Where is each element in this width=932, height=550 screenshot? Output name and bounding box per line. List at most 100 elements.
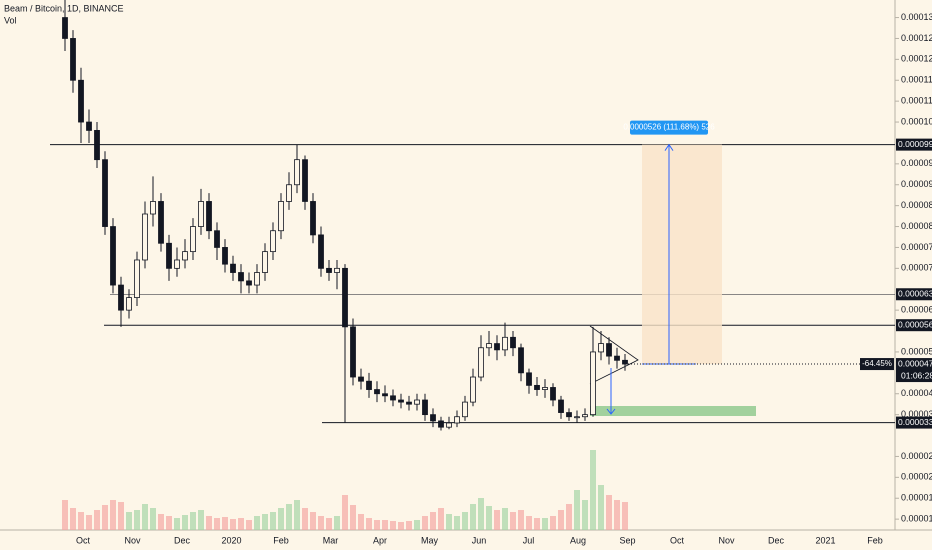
candle-body	[446, 422, 452, 428]
candle-body	[206, 201, 212, 232]
candle-body	[238, 272, 244, 282]
candle-body	[118, 284, 124, 311]
candle-body	[550, 387, 556, 401]
volume-bar	[582, 500, 588, 530]
candle-body	[398, 399, 404, 403]
candle-body	[326, 267, 332, 273]
candle-body	[222, 247, 228, 265]
candle-body	[438, 420, 444, 428]
candle-body	[190, 226, 196, 253]
volume-bar	[94, 510, 100, 530]
candle-body	[358, 376, 364, 382]
candle-body	[606, 343, 612, 357]
measure-label: 0.0000526 (111.68%) 526	[623, 123, 715, 132]
candle-body	[470, 376, 476, 403]
x-tick-label: Oct	[76, 535, 91, 545]
x-tick-label: 2020	[221, 535, 241, 545]
level-label: 0.0000564	[898, 319, 932, 329]
y-tick-label: 0.0001250	[901, 33, 932, 43]
volume-bar	[414, 520, 420, 530]
measure-label-box	[630, 120, 708, 135]
volume-bar	[286, 504, 292, 530]
level-label: 0.0000996	[898, 139, 932, 149]
volume-bar	[334, 516, 340, 530]
level-label-box	[896, 416, 932, 429]
candle-body	[510, 336, 516, 349]
volume-bar	[78, 512, 84, 530]
volume-bar	[526, 516, 532, 530]
candle-body	[102, 159, 108, 227]
candle-body	[502, 336, 508, 351]
candle-body	[270, 230, 276, 253]
candle-body	[142, 213, 148, 261]
x-tick-label: Jul	[523, 535, 535, 545]
y-tick-label: 0.0000850	[901, 200, 932, 210]
candle-body	[126, 297, 132, 311]
x-tick-label: Aug	[570, 535, 586, 545]
volume-bar	[262, 514, 268, 530]
candle-body	[582, 414, 588, 418]
volume-bar	[342, 495, 348, 530]
x-tick-label: Jun	[472, 535, 487, 545]
y-tick-label: 0.0000900	[901, 179, 932, 189]
candle-body	[286, 184, 292, 202]
candle-body	[406, 401, 412, 405]
candle-body	[462, 401, 468, 418]
volume-bar	[446, 514, 452, 530]
y-tick-label: 0.0000200	[901, 472, 932, 482]
candle-body	[454, 416, 460, 424]
x-tick-label: Oct	[670, 535, 685, 545]
candle-body	[86, 121, 92, 131]
x-tick-label: Nov	[124, 535, 141, 545]
volume-bar	[302, 508, 308, 530]
candle-body	[614, 355, 620, 361]
volume-bar	[366, 518, 372, 530]
volume-bar	[134, 510, 140, 530]
candle-body	[214, 230, 220, 248]
candle-body	[494, 343, 500, 351]
y-tick-label: 0.0000100	[901, 514, 932, 524]
candle-body	[598, 343, 604, 353]
volume-bar	[182, 515, 188, 530]
volume-bar	[166, 516, 172, 530]
volume-bar	[494, 510, 500, 530]
volume-bar	[462, 512, 468, 530]
measure-area	[642, 144, 722, 365]
y-tick-label: 0.0000400	[901, 388, 932, 398]
volume-bar	[214, 518, 220, 530]
volume-bar	[470, 504, 476, 530]
candle-body	[302, 159, 308, 202]
volume-bar	[406, 521, 412, 530]
x-tick-label: Sep	[619, 535, 635, 545]
volume-bar	[398, 522, 404, 530]
volume-bar	[502, 508, 508, 530]
volume-bar	[598, 485, 604, 530]
volume-bar	[142, 504, 148, 530]
volume-bar	[222, 517, 228, 530]
candle-body	[350, 326, 356, 378]
candle-body	[566, 412, 572, 418]
volume-bar	[70, 508, 76, 530]
candle-body	[246, 280, 252, 286]
candle-body	[198, 201, 204, 227]
candle-body	[182, 251, 188, 261]
candle-body	[542, 387, 548, 390]
candle-body	[310, 201, 316, 236]
candle-body	[294, 159, 300, 186]
volume-bar	[110, 500, 116, 530]
candle-body	[342, 267, 348, 328]
volume-bar	[294, 500, 300, 530]
volume-bar	[126, 512, 132, 530]
level-label: 0.0000638	[898, 289, 932, 299]
candle-body	[590, 351, 596, 416]
volume-bar	[206, 516, 212, 530]
volume-bar	[550, 516, 556, 530]
y-tick-label: 0.0001300	[901, 12, 932, 22]
volume-bar	[278, 508, 284, 530]
candle-body	[622, 359, 628, 365]
volume-bar	[190, 512, 196, 530]
volume-bar	[374, 520, 380, 530]
volume-bar	[574, 490, 580, 530]
candle-body	[174, 259, 180, 269]
